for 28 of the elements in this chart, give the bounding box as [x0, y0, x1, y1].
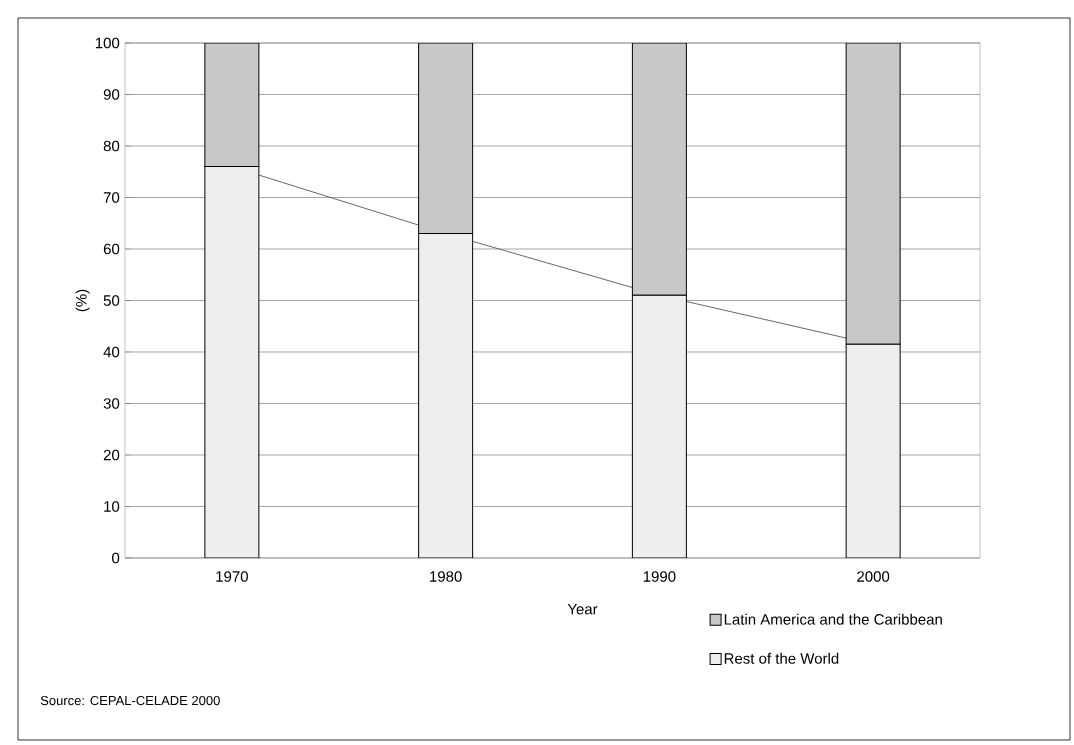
legend-label: Latin America and the Caribbean — [724, 613, 942, 625]
y-tick-label: 50 — [103, 295, 120, 306]
bar — [418, 43, 474, 235]
y-tick-label: 70 — [103, 192, 120, 203]
y-tick-label: 80 — [103, 140, 120, 152]
bar — [845, 43, 901, 345]
y-axis-title: (%) — [75, 289, 90, 312]
y-tick-label: 100 — [95, 37, 120, 49]
bar — [631, 294, 687, 558]
y-tick-label: 90 — [103, 89, 120, 100]
bar — [418, 233, 474, 558]
bar — [631, 43, 687, 296]
x-tick-label: 1990 — [643, 571, 676, 582]
bar — [204, 43, 260, 168]
bar — [845, 343, 901, 558]
bar — [204, 166, 260, 558]
x-tick-label: 1970 — [216, 571, 248, 582]
x-axis-title: Year — [567, 604, 598, 615]
y-tick-label: 10 — [104, 501, 120, 512]
source-note: Source: CEPAL-CELADE 2000 — [40, 695, 220, 706]
x-tick-label: 1980 — [430, 571, 462, 582]
y-tick-label: 20 — [103, 449, 120, 461]
y-tick-label: 0 — [112, 552, 120, 564]
x-tick-label: 2000 — [857, 571, 890, 582]
legend-label: Rest of the World — [724, 652, 839, 664]
y-tick-label: 60 — [103, 243, 120, 255]
y-tick-label: 40 — [103, 346, 120, 358]
y-tick-label: 30 — [103, 398, 120, 409]
